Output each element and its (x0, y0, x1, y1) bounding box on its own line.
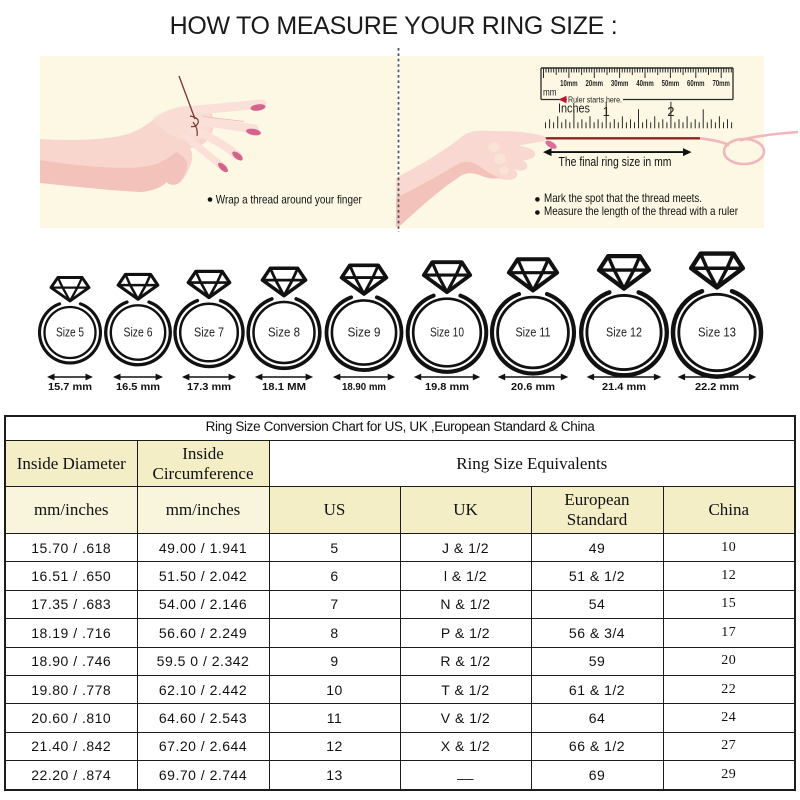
svg-text:Wrap a thread around your fing: Wrap a thread around your finger (216, 193, 362, 207)
svg-text:17.3 mm: 17.3 mm (187, 381, 231, 393)
svg-text:Mark the spot that the thread: Mark the spot that the thread meets. (544, 191, 702, 205)
svg-text:Size 12: Size 12 (606, 325, 642, 339)
svg-text:30mm: 30mm (611, 78, 629, 88)
svg-text:Inches: Inches (558, 102, 590, 116)
svg-text:20.6 mm: 20.6 mm (511, 381, 555, 393)
svg-text:22.2 mm: 22.2 mm (695, 381, 739, 393)
svg-text:Size 7: Size 7 (194, 325, 224, 339)
svg-text:Size 8: Size 8 (268, 325, 300, 339)
svg-text:20mm: 20mm (586, 78, 604, 88)
svg-text:2: 2 (667, 104, 674, 119)
svg-text:Size 13: Size 13 (698, 325, 736, 339)
svg-text:Size 11: Size 11 (516, 325, 551, 339)
svg-text:50mm: 50mm (662, 78, 680, 88)
svg-text:10mm: 10mm (560, 78, 578, 88)
svg-text:15.7 mm: 15.7 mm (48, 381, 92, 393)
svg-text:Measure the length of the thre: Measure the length of the thread with a … (544, 204, 738, 218)
svg-text:Size 5: Size 5 (56, 325, 84, 339)
svg-text:60mm: 60mm (687, 78, 705, 88)
svg-text:Size 10: Size 10 (430, 325, 464, 339)
svg-text:16.5 mm: 16.5 mm (116, 381, 160, 393)
svg-text:18.90 mm: 18.90 mm (342, 381, 386, 393)
svg-text:Size 6: Size 6 (124, 325, 153, 339)
svg-text:70mm: 70mm (712, 78, 730, 88)
svg-text:Size 9: Size 9 (348, 325, 381, 339)
svg-text:1: 1 (603, 104, 610, 119)
svg-text:21.4 mm: 21.4 mm (602, 381, 646, 393)
svg-text:mm: mm (543, 88, 557, 99)
svg-text:The final ring size in mm: The final ring size in mm (559, 154, 672, 169)
svg-text:19.8 mm: 19.8 mm (425, 381, 469, 393)
svg-text:Ruler starts here.: Ruler starts here. (568, 95, 622, 104)
svg-text:18.1 MM: 18.1 MM (262, 381, 306, 393)
svg-text:40mm: 40mm (636, 78, 654, 88)
